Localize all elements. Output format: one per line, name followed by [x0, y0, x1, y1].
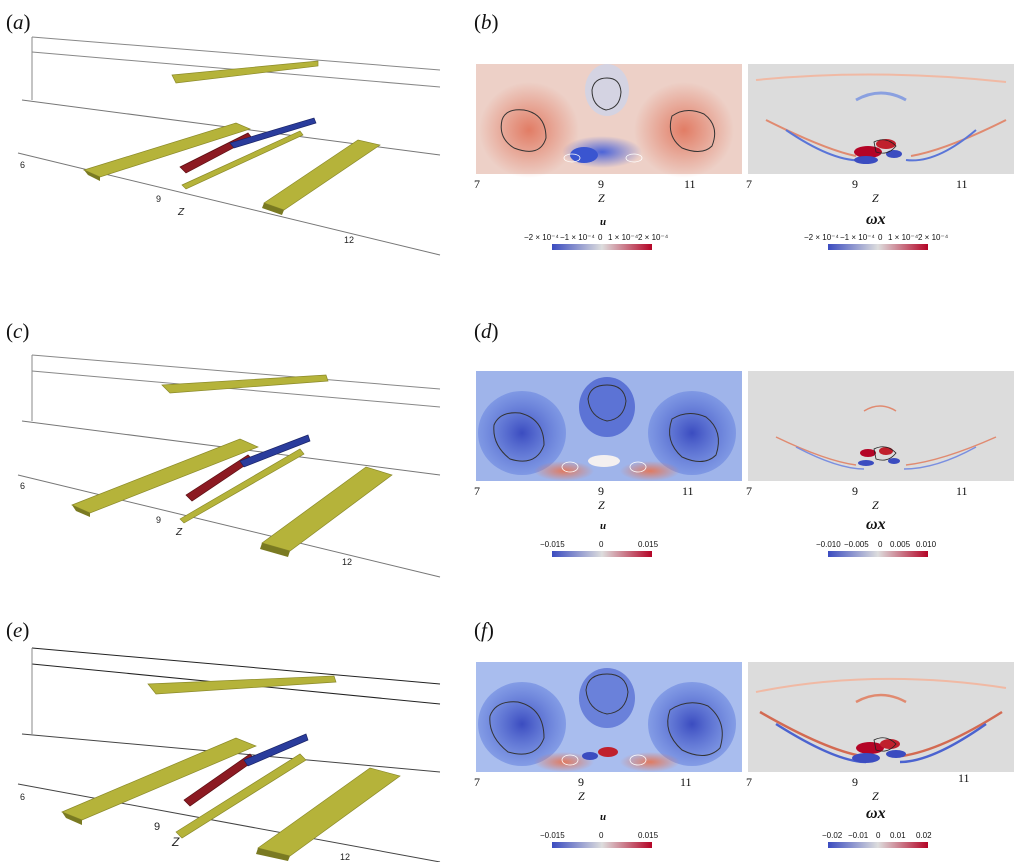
isosurface-3d-view-c: 6 9 Z 12 [17, 354, 441, 578]
z-tick-b-left-0: 7 [474, 177, 480, 191]
contour-plot-u-f: 7 9 11 Z u −0.015 0 0.015 [474, 662, 742, 848]
field-title-omega-f: ωx [866, 805, 886, 822]
z3d-tick-c-0: 6 [20, 481, 25, 491]
panel-label-d: (d) [474, 319, 499, 343]
cbar-tick-b-right-2: 0 [878, 233, 883, 242]
z-tick-f-left-0: 7 [474, 775, 480, 789]
z-tick-f-right-0: 7 [746, 775, 752, 789]
cbar-tick-f-right-0: −0.02 [822, 831, 843, 840]
contour-plot-omega-b: 7 9 11 Z ωx −2 × 10⁻⁴ −1 × 10⁻⁴ 0 1 × 10… [746, 64, 1014, 250]
colorbar-b-left [552, 244, 652, 250]
cbar-tick-d-left-1: 0 [599, 540, 604, 549]
z3d-tick-a-2: 12 [344, 235, 354, 245]
cbar-tick-d-right-1: −0.005 [844, 540, 869, 549]
z3d-title-e: Z [171, 835, 180, 849]
contour-plot-u-b: 7 9 11 Z u −2 × 10⁻⁴ −1 × 10⁻⁴ 0 1 × 10⁻… [474, 64, 742, 250]
cbar-tick-d-right-0: −0.010 [816, 540, 841, 549]
cbar-tick-f-right-4: 0.02 [916, 831, 932, 840]
z3d-tick-e-1: 9 [154, 821, 160, 833]
cbar-tick-b-right-0: −2 × 10⁻⁴ [804, 233, 839, 242]
z-tick-f-left-1: 9 [578, 775, 584, 789]
z-tick-d-right-0: 7 [746, 484, 752, 498]
z-tick-b-left-1: 9 [598, 177, 604, 191]
z-title-f-left: Z [578, 789, 585, 803]
contour-plot-omega-f: 7 9 11 Z ωx −0.02 −0.01 0 0.01 0.02 [746, 662, 1014, 848]
cbar-tick-b-right-3: 1 × 10⁻⁴ [888, 233, 919, 242]
z-tick-f-right-1: 9 [852, 775, 858, 789]
cbar-tick-d-left-0: −0.015 [540, 540, 565, 549]
panel-label-c: (c) [6, 319, 30, 343]
isosurface-3d-view-a: 6 9 Z 12 [17, 36, 441, 256]
z-tick-b-right-0: 7 [746, 177, 752, 191]
z3d-title-a: Z [177, 207, 185, 218]
field-title-u-f: u [600, 811, 606, 823]
z-tick-d-right-1: 9 [852, 484, 858, 498]
z3d-tick-c-2: 12 [342, 557, 352, 567]
figure-row-2: (c) (d) 6 9 Z 12 [0, 305, 1016, 595]
cbar-tick-b-left-0: −2 × 10⁻⁴ [524, 233, 559, 242]
isosurface-3d-view-e: 6 9 Z 12 [17, 647, 441, 862]
cbar-tick-f-left-1: 0 [599, 831, 604, 840]
cbar-tick-f-right-2: 0 [876, 831, 881, 840]
z-tick-b-right-1: 9 [852, 177, 858, 191]
cbar-tick-d-left-2: 0.015 [638, 540, 659, 549]
cbar-tick-d-right-4: 0.010 [916, 540, 937, 549]
cbar-tick-f-right-3: 0.01 [890, 831, 906, 840]
z3d-tick-e-0: 6 [20, 792, 25, 802]
z-tick-d-right-2: 11 [956, 484, 968, 498]
panel-label-a: (a) [6, 10, 31, 34]
z-tick-d-left-2: 11 [682, 484, 694, 498]
figure-row-3: (e) (f) 6 9 Z 12 [0, 612, 1016, 862]
z3d-tick-a-1: 9 [156, 194, 161, 204]
cbar-tick-d-right-3: 0.005 [890, 540, 911, 549]
z-tick-b-right-2: 11 [956, 177, 968, 191]
cbar-tick-b-left-1: −1 × 10⁻⁴ [560, 233, 595, 242]
cbar-tick-b-left-3: 1 × 10⁻⁴ [608, 233, 639, 242]
colorbar-d-left [552, 551, 652, 557]
z-title-d-left: Z [598, 498, 605, 512]
z-title-b-right: Z [872, 191, 879, 205]
cbar-tick-b-right-1: −1 × 10⁻⁴ [840, 233, 875, 242]
z-tick-d-left-1: 9 [598, 484, 604, 498]
z-tick-f-left-2: 11 [680, 775, 692, 789]
colorbar-d-right [828, 551, 928, 557]
z3d-tick-c-1: 9 [156, 515, 161, 525]
colorbar-f-left [552, 842, 652, 848]
panel-label-b: (b) [474, 10, 499, 34]
z-title-f-right: Z [872, 789, 879, 803]
field-title-omega-b: ωx [866, 211, 886, 228]
cbar-tick-f-left-0: −0.015 [540, 831, 565, 840]
z3d-tick-a-0: 6 [20, 160, 25, 170]
cbar-tick-b-left-2: 0 [598, 233, 603, 242]
panel-label-f: (f) [474, 618, 494, 642]
z-tick-d-left-0: 7 [474, 484, 480, 498]
z-tick-f-right-2: 11 [958, 771, 970, 785]
z3d-title-c: Z [175, 527, 183, 538]
z3d-tick-e-2: 12 [340, 852, 350, 862]
colorbar-f-right [828, 842, 928, 848]
cbar-tick-f-right-1: −0.01 [848, 831, 869, 840]
figure-row-1: (a) (b) 6 9 Z 12 [0, 0, 1016, 290]
colorbar-b-right [828, 244, 928, 250]
field-title-u-b: u [600, 216, 606, 228]
panel-label-e: (e) [6, 618, 30, 642]
cbar-tick-b-right-4: 2 × 10⁻⁴ [918, 233, 949, 242]
contour-plot-omega-d: 7 9 11 Z ωx −0.010 −0.005 0 0.005 0.010 [746, 371, 1014, 557]
contour-plot-u-d: 7 9 11 Z u −0.015 0 0.015 [474, 371, 742, 557]
z-tick-b-left-2: 11 [684, 177, 696, 191]
cbar-tick-b-left-4: 2 × 10⁻⁴ [638, 233, 669, 242]
field-title-u-d: u [600, 520, 606, 532]
field-title-omega-d: ωx [866, 516, 886, 533]
cbar-tick-d-right-2: 0 [878, 540, 883, 549]
z-title-d-right: Z [872, 498, 879, 512]
z-title-b-left: Z [598, 191, 605, 205]
cbar-tick-f-left-2: 0.015 [638, 831, 659, 840]
